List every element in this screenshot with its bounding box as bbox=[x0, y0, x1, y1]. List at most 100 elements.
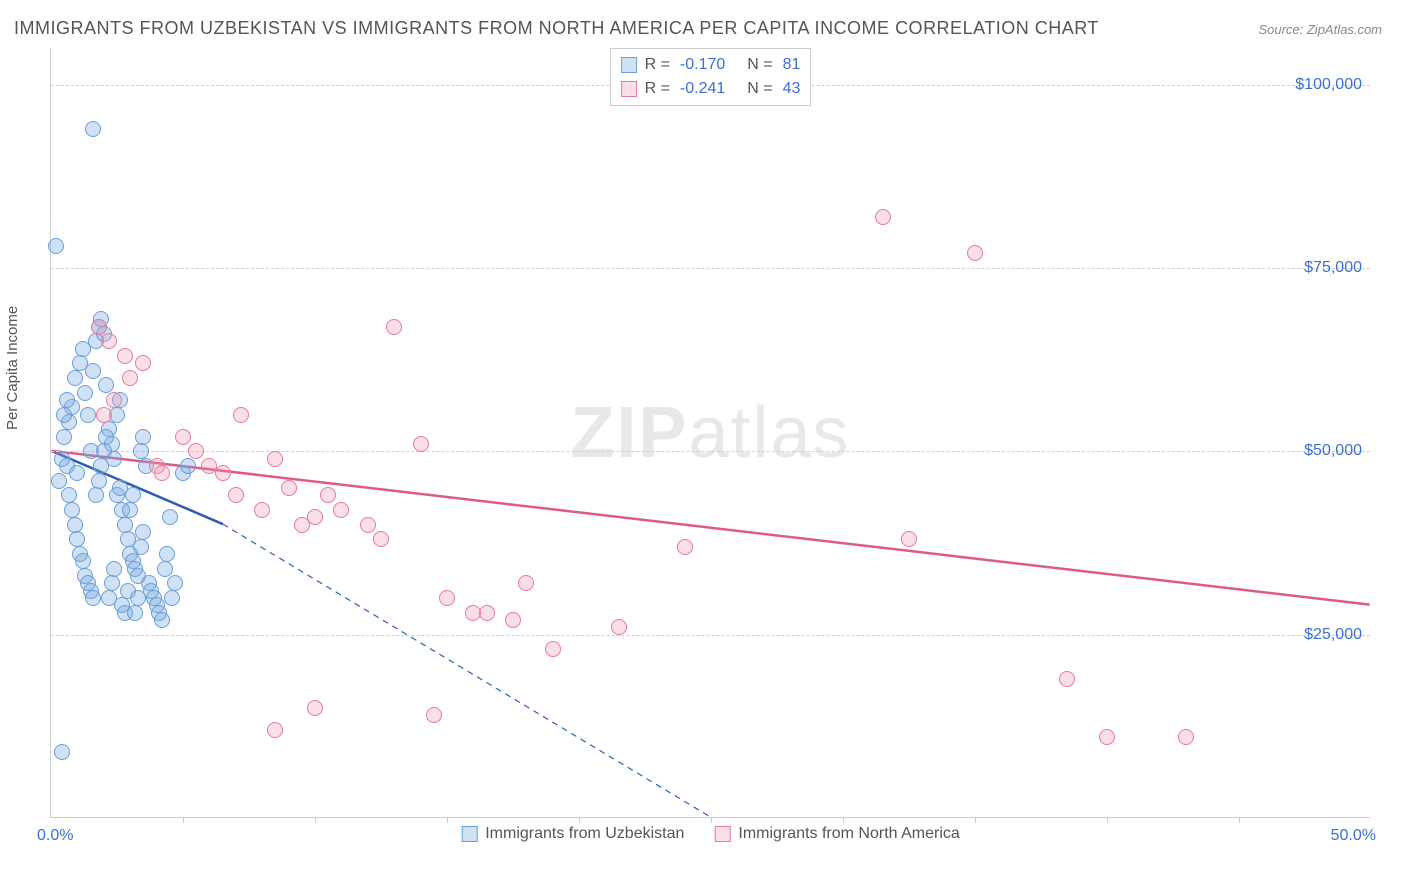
data-point-north_america bbox=[413, 436, 429, 452]
data-point-north_america bbox=[320, 487, 336, 503]
x-tick bbox=[183, 817, 184, 823]
data-point-north_america bbox=[518, 575, 534, 591]
stat-label-R: R = bbox=[645, 77, 670, 101]
x-tick bbox=[579, 817, 580, 823]
data-point-north_america bbox=[386, 319, 402, 335]
data-point-north_america bbox=[307, 700, 323, 716]
x-tick bbox=[843, 817, 844, 823]
data-point-uzbekistan bbox=[122, 502, 138, 518]
data-point-north_america bbox=[254, 502, 270, 518]
data-point-uzbekistan bbox=[48, 238, 64, 254]
data-point-north_america bbox=[101, 333, 117, 349]
data-point-uzbekistan bbox=[162, 509, 178, 525]
data-point-north_america bbox=[1178, 729, 1194, 745]
x-tick bbox=[1107, 817, 1108, 823]
legend-row-north-america: R = -0.241 N = 43 bbox=[621, 77, 801, 101]
source-attribution: Source: ZipAtlas.com bbox=[1258, 22, 1382, 37]
data-point-north_america bbox=[479, 605, 495, 621]
data-point-north_america bbox=[426, 707, 442, 723]
data-point-north_america bbox=[91, 319, 107, 335]
data-point-uzbekistan bbox=[154, 612, 170, 628]
data-point-uzbekistan bbox=[88, 487, 104, 503]
data-point-uzbekistan bbox=[98, 429, 114, 445]
data-point-north_america bbox=[96, 407, 112, 423]
watermark-zip: ZIP bbox=[570, 393, 688, 473]
x-tick bbox=[711, 817, 712, 823]
data-point-north_america bbox=[122, 370, 138, 386]
trendline-north_america bbox=[51, 451, 1369, 605]
data-point-north_america bbox=[611, 619, 627, 635]
stat-label-N: N = bbox=[747, 77, 772, 101]
data-point-uzbekistan bbox=[127, 605, 143, 621]
data-point-uzbekistan bbox=[85, 121, 101, 137]
y-tick-label: $75,000 bbox=[1304, 259, 1362, 277]
data-point-uzbekistan bbox=[61, 487, 77, 503]
data-point-uzbekistan bbox=[96, 443, 112, 459]
data-point-uzbekistan bbox=[77, 385, 93, 401]
data-point-uzbekistan bbox=[167, 575, 183, 591]
swatch-north-america bbox=[621, 81, 637, 97]
data-point-uzbekistan bbox=[80, 407, 96, 423]
data-point-north_america bbox=[175, 429, 191, 445]
data-point-uzbekistan bbox=[75, 553, 91, 569]
data-point-uzbekistan bbox=[106, 561, 122, 577]
data-point-north_america bbox=[117, 348, 133, 364]
data-point-north_america bbox=[1099, 729, 1115, 745]
y-tick-label: $50,000 bbox=[1304, 442, 1362, 460]
watermark-atlas: atlas bbox=[688, 393, 850, 473]
data-point-uzbekistan bbox=[157, 561, 173, 577]
data-point-uzbekistan bbox=[91, 473, 107, 489]
data-point-north_america bbox=[215, 465, 231, 481]
stat-N-uzbekistan: 81 bbox=[783, 53, 801, 77]
data-point-north_america bbox=[106, 392, 122, 408]
data-point-north_america bbox=[677, 539, 693, 555]
data-point-uzbekistan bbox=[133, 443, 149, 459]
data-point-north_america bbox=[439, 590, 455, 606]
gridline bbox=[51, 268, 1370, 269]
data-point-uzbekistan bbox=[104, 575, 120, 591]
trend-lines bbox=[51, 48, 1370, 817]
data-point-uzbekistan bbox=[164, 590, 180, 606]
data-point-uzbekistan bbox=[67, 370, 83, 386]
legend-label-north-america: Immigrants from North America bbox=[738, 825, 959, 843]
data-point-north_america bbox=[228, 487, 244, 503]
x-tick bbox=[1239, 817, 1240, 823]
data-point-north_america bbox=[505, 612, 521, 628]
data-point-uzbekistan bbox=[85, 590, 101, 606]
data-point-uzbekistan bbox=[135, 429, 151, 445]
stat-label-N: N = bbox=[747, 53, 772, 77]
data-point-uzbekistan bbox=[56, 429, 72, 445]
series-legend: Immigrants from Uzbekistan Immigrants fr… bbox=[461, 825, 960, 843]
gridline bbox=[51, 635, 1370, 636]
data-point-north_america bbox=[360, 517, 376, 533]
data-point-north_america bbox=[233, 407, 249, 423]
data-point-uzbekistan bbox=[98, 377, 114, 393]
legend-item-uzbekistan: Immigrants from Uzbekistan bbox=[461, 825, 684, 843]
data-point-north_america bbox=[135, 355, 151, 371]
x-tick bbox=[975, 817, 976, 823]
data-point-north_america bbox=[307, 509, 323, 525]
data-point-uzbekistan bbox=[133, 539, 149, 555]
data-point-uzbekistan bbox=[125, 487, 141, 503]
data-point-north_america bbox=[875, 209, 891, 225]
data-point-uzbekistan bbox=[130, 590, 146, 606]
data-point-north_america bbox=[967, 245, 983, 261]
data-point-north_america bbox=[373, 531, 389, 547]
data-point-north_america bbox=[154, 465, 170, 481]
data-point-uzbekistan bbox=[56, 407, 72, 423]
data-point-uzbekistan bbox=[69, 465, 85, 481]
data-point-uzbekistan bbox=[69, 531, 85, 547]
data-point-uzbekistan bbox=[135, 524, 151, 540]
chart-title: IMMIGRANTS FROM UZBEKISTAN VS IMMIGRANTS… bbox=[14, 18, 1099, 39]
data-point-north_america bbox=[333, 502, 349, 518]
data-point-uzbekistan bbox=[59, 392, 75, 408]
data-point-north_america bbox=[281, 480, 297, 496]
data-point-uzbekistan bbox=[93, 458, 109, 474]
y-tick-label: $25,000 bbox=[1304, 626, 1362, 644]
x-tick bbox=[447, 817, 448, 823]
correlation-legend: R = -0.170 N = 81 R = -0.241 N = 43 bbox=[610, 48, 812, 106]
data-point-north_america bbox=[267, 722, 283, 738]
x-axis-max-label: 50.0% bbox=[1331, 827, 1376, 845]
y-tick-label: $100,000 bbox=[1295, 76, 1362, 94]
chart-plot-area: ZIPatlas R = -0.170 N = 81 R = -0.241 N … bbox=[50, 48, 1370, 818]
